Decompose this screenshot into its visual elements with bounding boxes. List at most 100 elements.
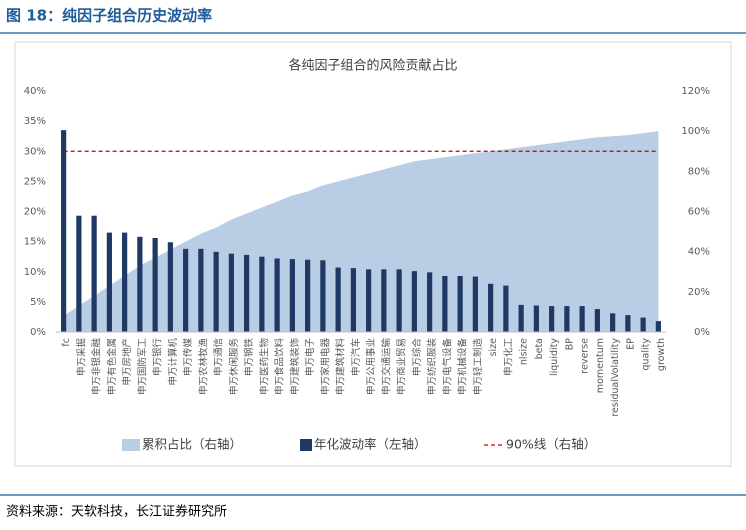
x-tick-label: 申万商业贸易: [396, 338, 408, 395]
y2-tick-label: 20%: [688, 287, 710, 298]
x-tick-label: fc: [61, 338, 72, 347]
x-tick-label: 申万电气设备: [441, 338, 453, 396]
bar: [335, 267, 341, 332]
source: 资料来源：天软科技，长江证券研究所: [6, 504, 227, 520]
x-tick-label: 申万机械设备: [457, 338, 469, 396]
bar: [122, 232, 128, 332]
y-tick-label: 10%: [24, 267, 46, 278]
bar: [594, 309, 600, 332]
x-tick-label: 申万休闲服务: [228, 338, 240, 396]
y2-tick-label: 120%: [681, 86, 710, 97]
x-tick-label: reverse: [580, 338, 591, 374]
bar: [655, 321, 661, 332]
bar: [579, 306, 585, 332]
chart-frame: [14, 41, 732, 467]
x-tick-label: EP: [625, 338, 636, 350]
y2-tick-label: 40%: [688, 247, 710, 258]
x-tick-label: 申万钢铁: [243, 338, 255, 377]
x-tick-label: 申万计算机: [167, 338, 179, 386]
x-tick-label: 申万房地产: [121, 338, 133, 386]
bar: [427, 272, 433, 332]
y2-tick-label: 60%: [688, 207, 710, 218]
x-tick-label: 申万轻工制造: [472, 338, 484, 396]
x-tick-label: 申万食品饮料: [274, 338, 286, 396]
x-tick-label: momentum: [595, 338, 606, 393]
x-tick-label: 申万综合: [411, 338, 423, 377]
bar: [564, 306, 570, 332]
x-tick-label: 申万医药生物: [258, 338, 270, 396]
x-tick-label: 申万通信: [213, 338, 225, 376]
bar: [442, 275, 448, 332]
x-tick-label: 申万采掘: [75, 338, 87, 376]
x-tick-label: 申万银行: [152, 338, 164, 377]
x-tick-label: 申万电子: [304, 338, 316, 377]
x-tick-label: growth: [656, 338, 667, 371]
y-tick-label: 30%: [24, 146, 46, 157]
x-tick-label: 申万有色金属: [106, 338, 118, 395]
x-tick-label: 申万公用事业: [365, 338, 377, 395]
bar: [183, 248, 189, 332]
x-tick-label: 申万农林牧渔: [197, 338, 209, 396]
y-tick-label: 20%: [24, 207, 46, 218]
x-tick-label: nlsize: [519, 338, 530, 365]
x-tick-label: 申万非银金融: [91, 338, 103, 396]
bar: [61, 130, 67, 332]
bar: [640, 317, 646, 332]
bar: [167, 242, 173, 332]
bar: [106, 232, 112, 332]
figure-title: 图 18：纯因子组合历史波动率: [6, 7, 212, 25]
bar: [488, 283, 494, 332]
bar: [274, 258, 280, 332]
bar: [152, 238, 158, 332]
bar: [137, 236, 143, 332]
y2-tick-label: 100%: [681, 126, 710, 137]
bar: [533, 305, 539, 332]
bar: [457, 275, 463, 332]
bar: [366, 269, 372, 332]
y-tick-label: 35%: [24, 116, 46, 127]
legend-label: 90%线（右轴）: [506, 437, 596, 452]
legend-label: 累积占比（右轴）: [142, 437, 242, 452]
y-tick-label: 25%: [24, 176, 46, 187]
x-tick-label: liquidity: [549, 338, 560, 376]
y2-tick-label: 80%: [688, 166, 710, 177]
bar: [259, 256, 265, 332]
bar: [320, 260, 326, 332]
bar: [228, 253, 234, 332]
bar: [472, 276, 478, 332]
x-tick-label: 申万建筑装饰: [289, 338, 301, 395]
legend-label: 年化波动率（左轴）: [314, 437, 427, 452]
x-tick-label: 申万建筑材料: [335, 338, 347, 396]
y-tick-label: 40%: [24, 86, 46, 97]
bar: [549, 306, 555, 332]
bar: [213, 251, 219, 332]
y-tick-label: 0%: [30, 327, 46, 338]
y-tick-label: 15%: [24, 237, 46, 248]
x-tick-label: 申万化工: [502, 338, 514, 377]
legend-swatch: [300, 439, 312, 451]
bar: [76, 215, 82, 332]
bar: [244, 254, 250, 332]
bar: [91, 215, 97, 332]
bar: [503, 285, 509, 332]
x-tick-label: 申万汽车: [350, 338, 362, 376]
bar: [610, 313, 616, 332]
y2-tick-label: 0%: [694, 327, 710, 338]
bar: [396, 269, 402, 332]
chart-title: 各纯因子组合的风险贡献占比: [288, 58, 457, 74]
x-tick-label: quality: [641, 338, 652, 371]
x-tick-label: 申万传媒: [182, 338, 194, 377]
bar: [411, 271, 417, 332]
bar: [625, 315, 631, 332]
bar: [518, 304, 524, 332]
x-tick-label: 申万国防军工: [136, 338, 148, 396]
bar: [289, 259, 295, 332]
legend-swatch: [122, 439, 140, 451]
bar: [305, 259, 311, 332]
y-tick-label: 5%: [30, 297, 46, 308]
x-tick-label: residualVolatility: [610, 338, 621, 417]
x-tick-label: BP: [564, 338, 575, 351]
area: [63, 131, 659, 332]
bar: [198, 248, 204, 332]
